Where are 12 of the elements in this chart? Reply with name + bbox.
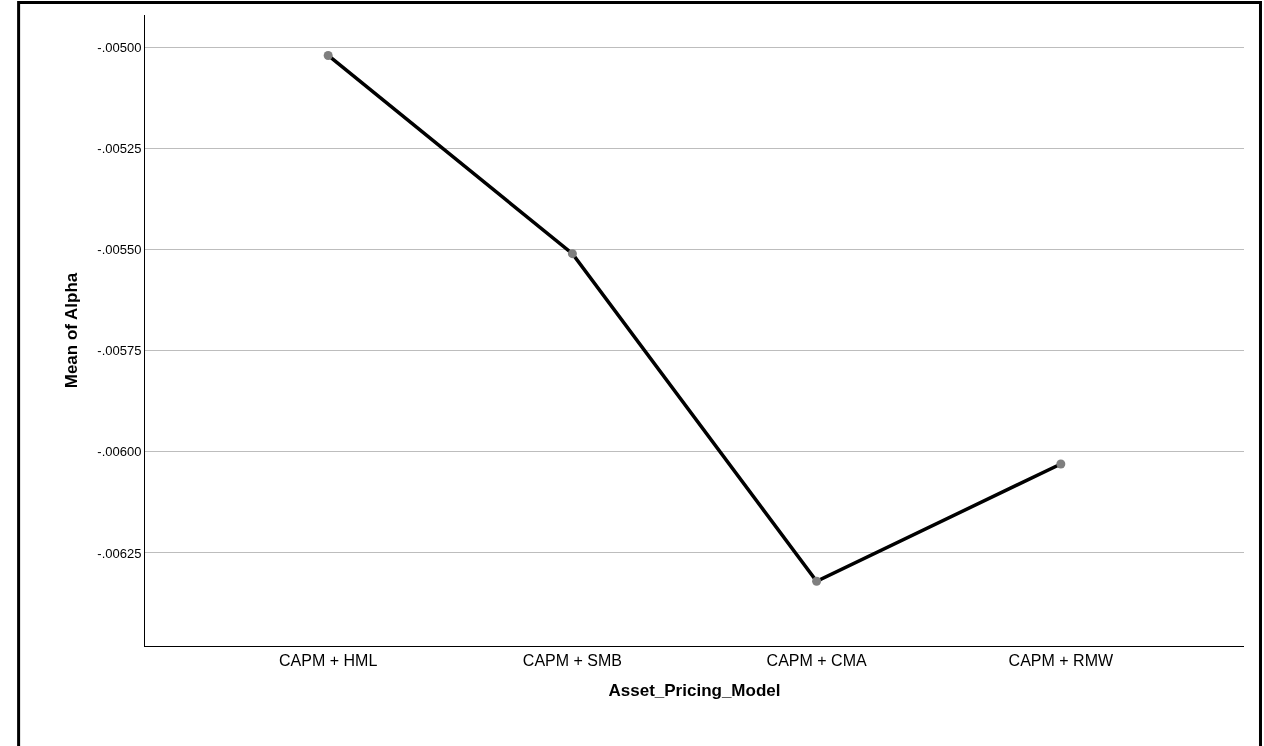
y-tick-label: -.00625 — [97, 545, 142, 561]
x-tick-label: CAPM + RMW — [1008, 652, 1114, 670]
y-tick-label: -.00525 — [97, 141, 142, 157]
y-tick-label: -.00575 — [97, 343, 142, 359]
x-axis-title: Asset_Pricing_Model — [608, 680, 781, 700]
x-tick-label: CAPM + SMB — [522, 652, 622, 670]
y-tick-label: -.00500 — [97, 39, 142, 55]
x-tick-label: CAPM + HML — [279, 652, 378, 670]
y-tick-label: -.00550 — [97, 242, 142, 258]
y-tick-label: -.00600 — [97, 444, 142, 460]
y-axis-title: Mean of Alpha — [61, 272, 81, 389]
x-tick-label: CAPM + CMA — [766, 652, 867, 670]
